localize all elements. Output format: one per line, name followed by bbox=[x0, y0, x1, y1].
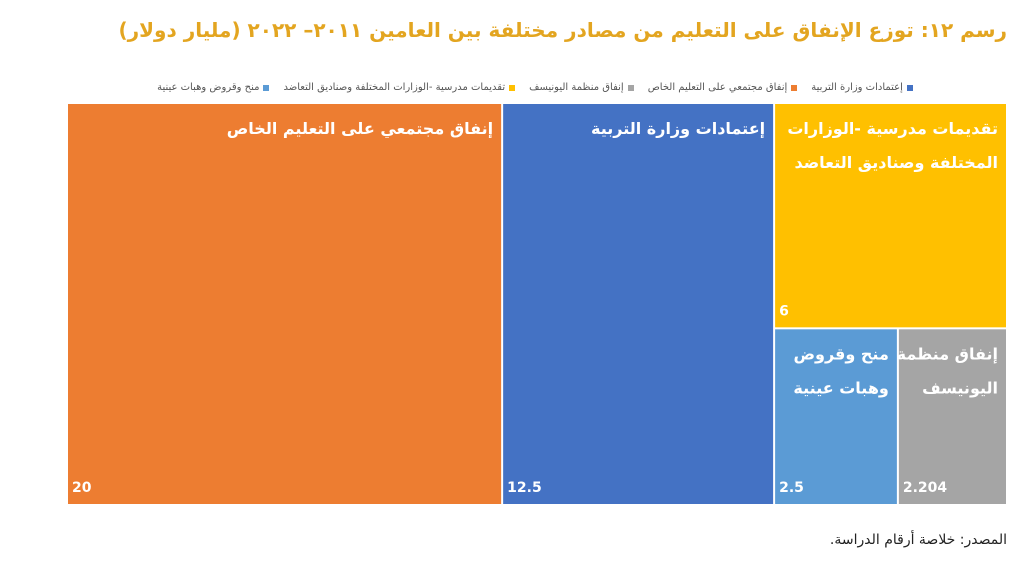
legend-item: إعتمادات وزارة التربية bbox=[811, 82, 913, 93]
cell-label: إعتمادات وزارة التربية bbox=[591, 119, 765, 138]
treemap-rect bbox=[503, 104, 774, 504]
legend-swatch bbox=[791, 84, 798, 91]
treemap-cell-grants-loans: منح وقروض وهبات عينية 2.5 bbox=[775, 329, 897, 504]
treemap-rect bbox=[775, 104, 1006, 328]
cell-label: اليونيسف bbox=[922, 378, 998, 397]
chart-legend: إعتمادات وزارة التربية إنفاق مجتمعي على ا… bbox=[60, 82, 1010, 93]
treemap-rect bbox=[68, 104, 502, 504]
cell-label: إنفاق منظمة bbox=[897, 344, 998, 363]
cell-label: وهبات عينية bbox=[793, 378, 888, 397]
legend-item: منح وقروض وهبات عينية bbox=[157, 82, 270, 93]
cell-label: إنفاق مجتمعي على التعليم الخاص bbox=[227, 119, 493, 139]
legend-item: إنفاق منظمة اليونيسف bbox=[529, 82, 634, 93]
cell-value: 12.5 bbox=[507, 480, 542, 496]
legend-swatch bbox=[906, 84, 913, 91]
cell-value: 6 bbox=[779, 303, 789, 319]
legend-item: تقديمات مدرسية -الوزارات المختلفة وصنادي… bbox=[283, 82, 516, 93]
treemap-cell-unicef: إنفاق منظمة اليونيسف 2.204 bbox=[897, 329, 1006, 504]
legend-swatch bbox=[627, 84, 634, 91]
cell-label: منح وقروض bbox=[793, 344, 888, 363]
legend-label: إعتمادات وزارة التربية bbox=[811, 82, 903, 93]
treemap-rect bbox=[775, 329, 897, 504]
legend-label: إنفاق منظمة اليونيسف bbox=[529, 82, 624, 93]
legend-swatch bbox=[509, 84, 516, 91]
chart-title: رسم ١٢: توزع الإنفاق على التعليم من مصاد… bbox=[118, 18, 1008, 42]
legend-label: إنفاق مجتمعي على التعليم الخاص bbox=[647, 82, 788, 93]
legend-item: إنفاق مجتمعي على التعليم الخاص bbox=[648, 82, 798, 93]
source-note: المصدر: خلاصة أرقام الدراسة. bbox=[829, 532, 1007, 548]
cell-label: تقديمات مدرسية -الوزارات bbox=[787, 119, 998, 138]
legend-label: تقديمات مدرسية -الوزارات المختلفة وصنادي… bbox=[283, 82, 506, 93]
treemap-cell-school-benefits: تقديمات مدرسية -الوزارات المختلفة وصناديق… bbox=[775, 104, 1006, 328]
cell-value: 2.5 bbox=[779, 480, 804, 496]
legend-label: منح وقروض وهبات عينية bbox=[157, 82, 260, 93]
cell-label: المختلفة وصناديق التعاضد bbox=[794, 153, 998, 172]
treemap-rect bbox=[898, 329, 1006, 504]
cell-value: 2.204 bbox=[903, 480, 948, 496]
treemap-cell-private-education: إنفاق مجتمعي على التعليم الخاص 20 bbox=[68, 104, 502, 504]
legend-swatch bbox=[263, 84, 270, 91]
treemap-cell-ministry-of-education: إعتمادات وزارة التربية 12.5 bbox=[503, 104, 774, 504]
cell-value: 20 bbox=[72, 480, 92, 496]
